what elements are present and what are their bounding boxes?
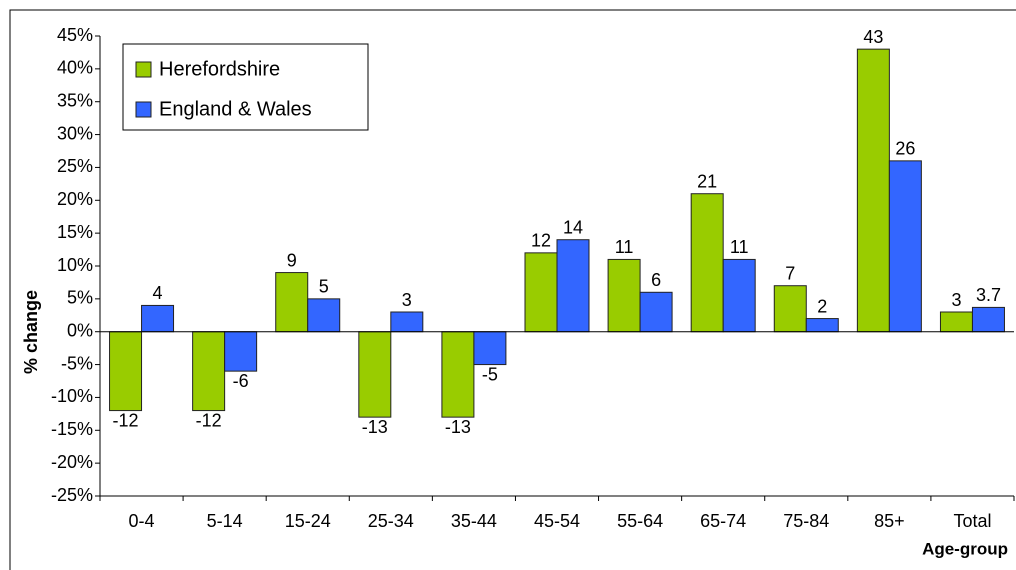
data-label: 12 xyxy=(531,231,551,251)
data-label: 11 xyxy=(615,237,634,257)
bar xyxy=(607,258,641,333)
data-label: 4 xyxy=(153,283,163,303)
x-tick-label: 45-54 xyxy=(534,511,580,531)
y-tick-label: -5% xyxy=(61,353,93,373)
bar xyxy=(805,318,839,333)
legend-swatch xyxy=(135,101,152,118)
data-label: 5 xyxy=(319,277,329,297)
y-tick-label: 20% xyxy=(57,189,93,209)
data-label: -13 xyxy=(362,417,388,437)
data-label: -12 xyxy=(196,410,222,430)
x-tick-label: 5-14 xyxy=(207,511,243,531)
y-tick-label: 35% xyxy=(57,90,93,110)
data-label: -13 xyxy=(445,417,471,437)
bar xyxy=(690,193,724,333)
bar xyxy=(888,160,922,333)
bar xyxy=(556,239,590,333)
data-label: 26 xyxy=(895,139,915,159)
bar xyxy=(773,285,807,333)
data-label: 3 xyxy=(951,290,961,310)
y-tick-label: 30% xyxy=(57,123,93,143)
data-label: 2 xyxy=(817,296,827,316)
y-tick-label: 40% xyxy=(57,58,93,78)
bar xyxy=(722,258,756,333)
legend-swatch xyxy=(135,61,152,78)
bar xyxy=(639,291,673,333)
bar xyxy=(939,311,973,333)
data-label: -6 xyxy=(233,371,249,391)
data-label: 3.7 xyxy=(976,285,1001,305)
data-label: 9 xyxy=(287,250,297,270)
data-label: 21 xyxy=(697,171,717,191)
data-label: -12 xyxy=(113,410,139,430)
bar xyxy=(275,272,309,333)
y-tick-label: -25% xyxy=(51,485,93,505)
x-tick-label: 55-64 xyxy=(617,511,663,531)
data-label: 7 xyxy=(785,263,795,283)
y-tick-label: 5% xyxy=(67,288,93,308)
bar xyxy=(971,306,1005,333)
bar xyxy=(358,331,392,418)
bar xyxy=(524,252,558,333)
bar xyxy=(441,331,475,418)
legend-label: Herefordshire xyxy=(159,58,280,80)
bar xyxy=(141,304,175,333)
data-label: 6 xyxy=(651,270,661,290)
data-label: -5 xyxy=(482,364,498,384)
data-label: 14 xyxy=(563,217,583,237)
y-tick-label: 15% xyxy=(57,222,93,242)
x-tick-label: 75-84 xyxy=(783,511,829,531)
y-axis-title: % change xyxy=(21,290,41,374)
legend-box xyxy=(122,43,369,131)
y-tick-label: -15% xyxy=(51,419,93,439)
x-axis-title: Age-group xyxy=(922,539,1008,558)
x-tick-label: Total xyxy=(953,511,991,531)
x-tick-label: 25-34 xyxy=(368,511,414,531)
data-label: 11 xyxy=(730,237,749,257)
y-tick-label: 45% xyxy=(57,25,93,45)
x-tick-label: 85+ xyxy=(874,511,905,531)
bar xyxy=(109,331,143,412)
bar xyxy=(473,331,507,366)
y-tick-label: 0% xyxy=(67,320,93,340)
x-tick-label: 15-24 xyxy=(285,511,331,531)
data-label: 43 xyxy=(863,27,883,47)
bar xyxy=(192,331,226,412)
bar xyxy=(224,331,258,372)
x-tick-label: 35-44 xyxy=(451,511,497,531)
y-tick-label: -20% xyxy=(51,452,93,472)
x-tick-label: 0-4 xyxy=(129,511,155,531)
y-tick-label: -10% xyxy=(51,386,93,406)
x-tick-label: 65-74 xyxy=(700,511,746,531)
legend-label: England & Wales xyxy=(159,98,312,120)
bar xyxy=(390,311,424,333)
y-tick-label: 25% xyxy=(57,156,93,176)
data-label: 3 xyxy=(402,290,412,310)
bar xyxy=(856,48,890,333)
y-tick-label: 10% xyxy=(57,255,93,275)
bar xyxy=(307,298,341,333)
